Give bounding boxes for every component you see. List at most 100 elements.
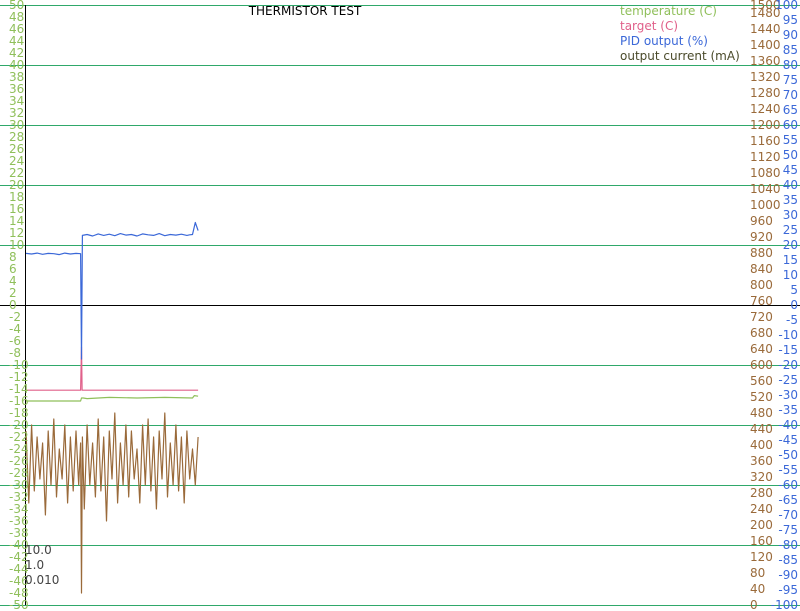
- tick-label: 400: [750, 438, 773, 452]
- tick-label: -55: [778, 463, 798, 477]
- tick-label: 680: [750, 326, 773, 340]
- tick-label: -10: [9, 358, 29, 372]
- tick-label: 44: [9, 34, 24, 48]
- tick-label: 4: [9, 274, 17, 288]
- tick-label: 800: [750, 278, 773, 292]
- tick-label: -34: [9, 502, 29, 516]
- tick-label: 640: [750, 342, 773, 356]
- tick-label: 1400: [750, 38, 781, 52]
- tick-label: 560: [750, 374, 773, 388]
- tick-label: 75: [783, 73, 798, 87]
- tick-label: -95: [778, 583, 798, 597]
- tick-label: 0: [9, 298, 17, 312]
- tick-label: 12: [9, 226, 24, 240]
- tick-label: 280: [750, 486, 773, 500]
- tick-label: 720: [750, 310, 773, 324]
- tick-label: 600: [750, 358, 773, 372]
- tick-label: 48: [9, 10, 24, 24]
- tick-label: 14: [9, 214, 24, 228]
- tick-label: 960: [750, 214, 773, 228]
- tick-label: -36: [9, 514, 29, 528]
- tick-label: -28: [9, 466, 29, 480]
- tick-label: 5: [790, 283, 798, 297]
- tick-label: 1000: [750, 198, 781, 212]
- current-series-line: [25, 412, 199, 594]
- tick-label: -40: [778, 418, 798, 432]
- tick-label: 90: [783, 28, 798, 42]
- tick-label: -6: [9, 334, 21, 348]
- tick-label: -5: [786, 313, 798, 327]
- tick-label: -12: [9, 370, 29, 384]
- tick-label: -45: [778, 433, 798, 447]
- tick-label: -30: [778, 388, 798, 402]
- tick-label: -20: [778, 358, 798, 372]
- tick-label: 40: [783, 178, 798, 192]
- tick-label: 1280: [750, 86, 781, 100]
- tick-label: 0: [790, 298, 798, 312]
- tick-label: 1160: [750, 134, 781, 148]
- tick-label: -24: [9, 442, 29, 456]
- tick-label: -18: [9, 406, 29, 420]
- tick-label: 2: [9, 286, 17, 300]
- tick-label: -14: [9, 382, 29, 396]
- tick-label: 1440: [750, 22, 781, 36]
- tick-label: 70: [783, 88, 798, 102]
- tick-label: 35: [783, 193, 798, 207]
- temperature-axis: 5048464442403836343230282624222018161412…: [9, 0, 29, 611]
- tick-label: 32: [9, 106, 24, 120]
- tick-label: 42: [9, 46, 24, 60]
- tick-label: 80: [783, 58, 798, 72]
- pid-series-line: [25, 221, 199, 360]
- target-series-line: [26, 346, 199, 391]
- tick-label: 28: [9, 130, 24, 144]
- tick-label: 10: [783, 268, 798, 282]
- tick-label: 30: [783, 208, 798, 222]
- tick-label: 20: [9, 178, 24, 192]
- pid-gains: 10.01.00.010: [25, 543, 59, 587]
- tick-label: 95: [783, 13, 798, 27]
- tick-label: 1240: [750, 102, 781, 116]
- tick-label: 200: [750, 518, 773, 532]
- tick-label: 26: [9, 142, 24, 156]
- tick-label: 36: [9, 82, 24, 96]
- tick-label: 120: [750, 550, 773, 564]
- tick-label: -35: [778, 403, 798, 417]
- tick-label: 34: [9, 94, 24, 108]
- tick-label: -48: [9, 586, 29, 600]
- tick-label: 1360: [750, 54, 781, 68]
- tick-label: 60: [783, 118, 798, 132]
- gain-value: 10.0: [25, 543, 52, 557]
- tick-label: -75: [778, 523, 798, 537]
- tick-label: 0: [750, 598, 758, 611]
- legend-entry-temperature: temperature (C): [620, 4, 717, 18]
- tick-label: 1480: [750, 6, 781, 20]
- legend-entry-pid: PID output (%): [620, 34, 708, 48]
- tick-label: 840: [750, 262, 773, 276]
- tick-label: 40: [750, 582, 765, 596]
- tick-label: -2: [9, 310, 21, 324]
- tick-label: 50: [9, 0, 24, 12]
- tick-label: -60: [778, 478, 798, 492]
- grid-lines: [0, 5, 800, 606]
- tick-label: -70: [778, 508, 798, 522]
- tick-label: -42: [9, 550, 29, 564]
- gain-value: 1.0: [25, 558, 44, 572]
- tick-label: 55: [783, 133, 798, 147]
- tick-label: 1040: [750, 182, 781, 196]
- tick-label: 920: [750, 230, 773, 244]
- tick-label: 30: [9, 118, 24, 132]
- legend-entry-target: target (C): [620, 19, 678, 33]
- gain-value: 0.010: [25, 573, 59, 587]
- tick-label: 1080: [750, 166, 781, 180]
- tick-label: 38: [9, 70, 24, 84]
- tick-label: 360: [750, 454, 773, 468]
- tick-label: -20: [9, 418, 29, 432]
- tick-label: -26: [9, 454, 29, 468]
- tick-label: 85: [783, 43, 798, 57]
- tick-label: 46: [9, 22, 24, 36]
- tick-label: 20: [783, 238, 798, 252]
- tick-label: 1200: [750, 118, 781, 132]
- tick-label: -50: [778, 448, 798, 462]
- tick-label: -40: [9, 538, 29, 552]
- tick-label: -4: [9, 322, 21, 336]
